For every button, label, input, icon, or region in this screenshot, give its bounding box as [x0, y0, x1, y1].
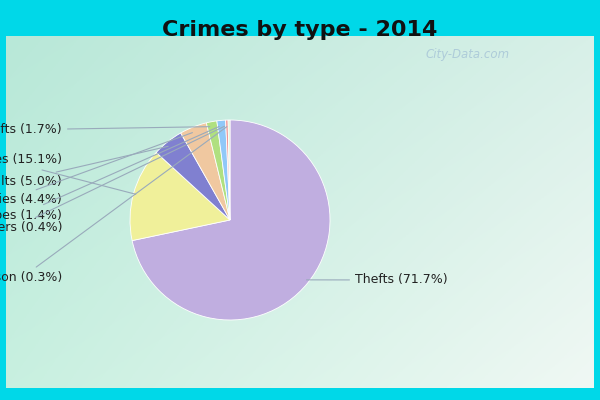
Text: Burglaries (15.1%): Burglaries (15.1%): [0, 154, 136, 194]
Text: City-Data.com: City-Data.com: [426, 48, 510, 61]
Wedge shape: [206, 121, 230, 220]
Wedge shape: [228, 120, 230, 220]
Wedge shape: [181, 123, 230, 220]
Text: Thefts (71.7%): Thefts (71.7%): [307, 274, 448, 286]
Text: Crimes by type - 2014: Crimes by type - 2014: [163, 20, 437, 40]
Wedge shape: [156, 133, 230, 220]
Text: Auto thefts (1.7%): Auto thefts (1.7%): [0, 124, 210, 136]
Wedge shape: [217, 120, 230, 220]
Wedge shape: [226, 120, 230, 220]
Text: Robberies (4.4%): Robberies (4.4%): [0, 133, 193, 206]
Wedge shape: [130, 152, 230, 240]
Text: Murders (0.4%): Murders (0.4%): [0, 126, 224, 234]
Text: Arson (0.3%): Arson (0.3%): [0, 127, 227, 284]
Text: Rapes (1.4%): Rapes (1.4%): [0, 126, 219, 222]
Wedge shape: [132, 120, 330, 320]
Text: Assaults (5.0%): Assaults (5.0%): [0, 146, 168, 188]
